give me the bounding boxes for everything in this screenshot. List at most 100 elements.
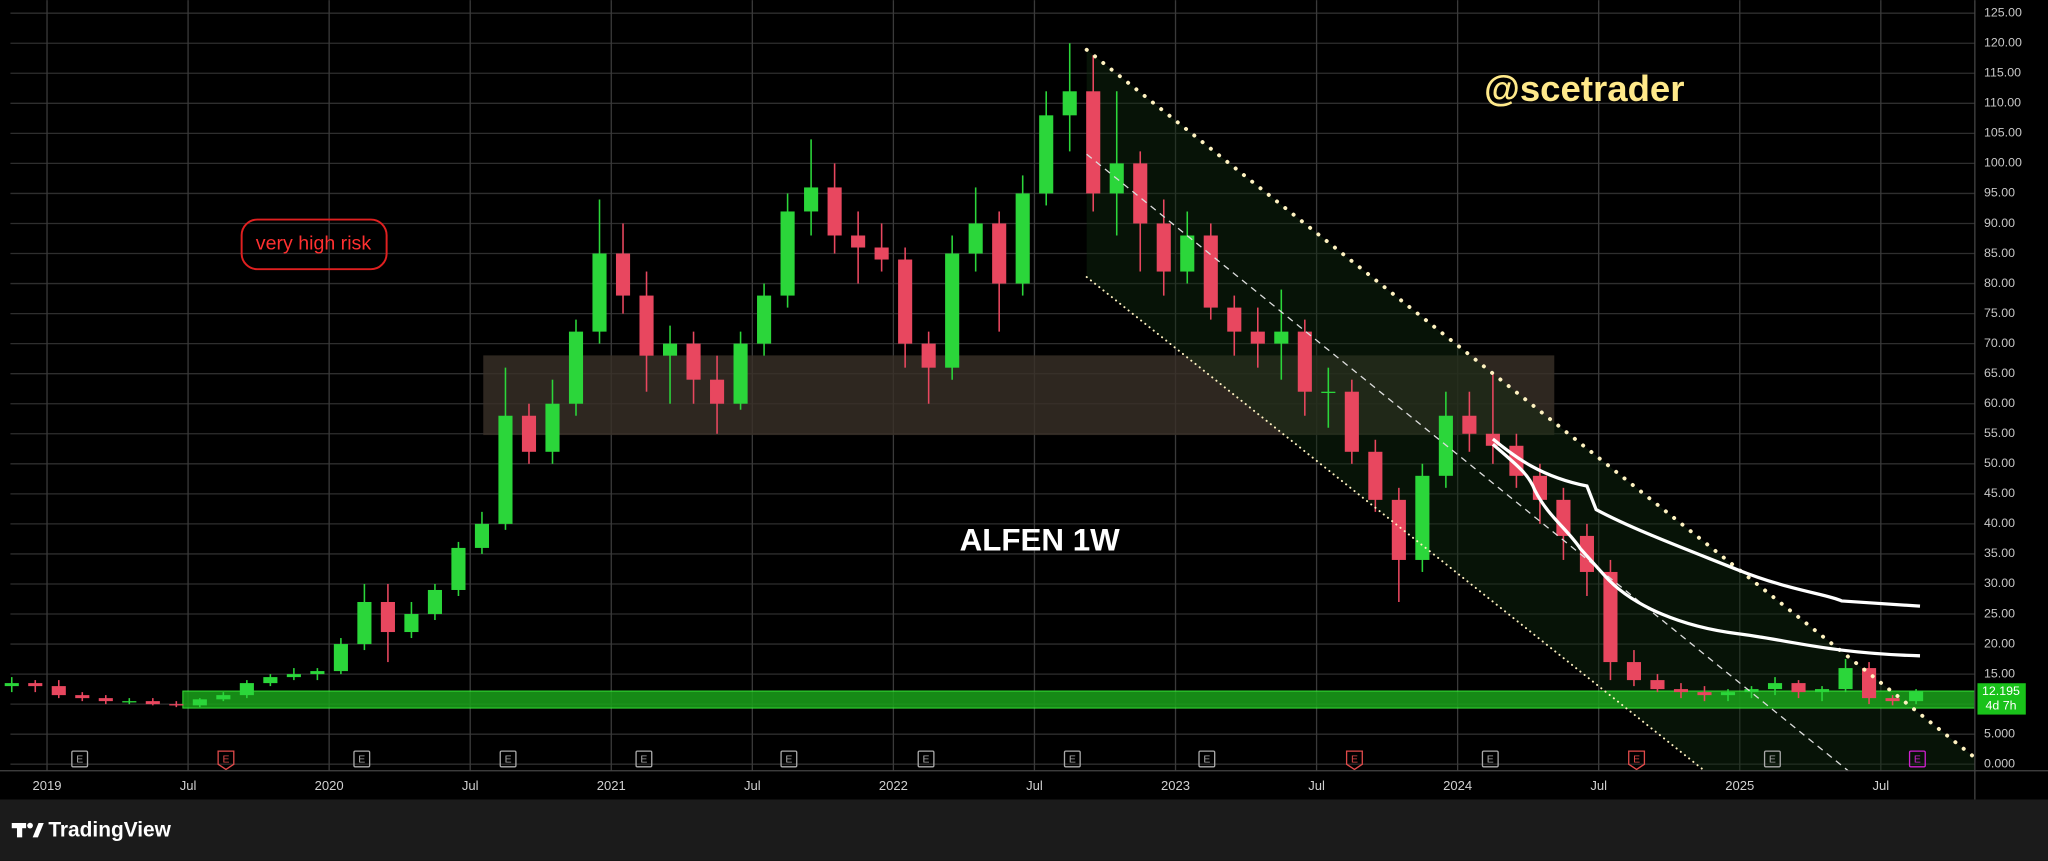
candle-body [357, 601, 372, 645]
y-tick-label: 30.00 [1984, 576, 2015, 590]
event-label: E [1769, 754, 1776, 765]
candles [4, 43, 1924, 708]
candle-body [1603, 571, 1618, 663]
candle-body [1039, 115, 1054, 194]
y-tick-label: 50.00 [1984, 456, 2015, 470]
candle-body [1791, 683, 1806, 693]
vwap-upper [1491, 437, 1921, 608]
candle-body [1297, 331, 1312, 392]
candle-body [780, 211, 795, 296]
event-icon [917, 750, 935, 768]
y-tick-label: 35.00 [1984, 546, 2015, 560]
annotation: very high risk [256, 233, 372, 255]
footer [0, 799, 2048, 861]
candle-body [1156, 223, 1171, 272]
candle-body [263, 677, 278, 684]
x-tick-label: Jul [462, 778, 479, 793]
y-tick-label: 15.00 [1984, 666, 2015, 680]
candle-body [1180, 235, 1195, 272]
candle-body [992, 223, 1007, 284]
candle-body [1133, 163, 1148, 224]
channel-fill [1086, 49, 1975, 771]
trend-line-upper [1084, 47, 1977, 760]
x-tick-label: Jul [1026, 778, 1043, 793]
y-tick-label: 25.00 [1984, 606, 2015, 620]
chart-title: ALFEN 1W [960, 522, 1121, 557]
candle-body [1626, 662, 1642, 681]
candle-body [333, 644, 348, 672]
event-label: E [785, 754, 792, 765]
event-label: E [1203, 754, 1210, 765]
candle-body [1885, 698, 1900, 702]
candle-body [757, 295, 772, 344]
candle-body [1838, 668, 1853, 690]
x-tick-label: Jul [180, 778, 197, 793]
x-tick-label: Jul [1308, 778, 1325, 793]
event-icon [780, 750, 798, 768]
candle-body [1767, 683, 1783, 690]
candle-body [827, 187, 842, 236]
event-icon [71, 750, 89, 768]
countdown: 4d 7h [1985, 698, 2016, 712]
candle-body [545, 403, 560, 452]
last-price-box [1977, 683, 2026, 715]
y-tick-label: 20.00 [1984, 636, 2015, 650]
y-tick-label: 75.00 [1984, 306, 2015, 320]
zone [483, 355, 1555, 436]
x-tick-label: 2023 [1161, 778, 1190, 793]
candle-body [75, 695, 90, 699]
candle-body [1086, 91, 1101, 194]
trend-line-mid [1086, 153, 1849, 772]
y-tick-label: 55.00 [1984, 426, 2015, 440]
candle-body [1321, 391, 1336, 394]
candle-body [1227, 307, 1242, 332]
x-tick-label: 2019 [33, 778, 62, 793]
event-icon [353, 750, 371, 768]
event-label: E [222, 754, 229, 765]
candle-body [404, 614, 419, 633]
event-label: E [640, 754, 647, 765]
candle-body [1015, 193, 1030, 284]
candle-body [568, 331, 584, 404]
y-tick-label: 5.000 [1984, 726, 2015, 740]
candle-body [1368, 451, 1383, 500]
event-label: E [923, 754, 930, 765]
y-tick-label: 105.00 [1984, 126, 2022, 140]
candle-body [1274, 331, 1289, 344]
event-label: E [1487, 754, 1494, 765]
y-tick-label: 125.00 [1984, 5, 2022, 19]
y-tick-label: 115.00 [1984, 66, 2021, 80]
candle-body [804, 187, 819, 212]
candle-body [1673, 689, 1689, 693]
candle-body [1556, 499, 1571, 536]
x-tick-label: 2022 [879, 778, 908, 793]
event-label: E [505, 754, 512, 765]
candle-body [1909, 690, 1924, 702]
trend-line-lower [1085, 276, 1706, 772]
x-tick-label: 2025 [1725, 778, 1754, 793]
candle-body [380, 601, 395, 633]
y-tick-label: 110.00 [1984, 96, 2021, 110]
event-icon [1628, 750, 1646, 771]
candle-body [1650, 680, 1665, 690]
candle-body [686, 343, 701, 380]
x-tick-label: 2020 [315, 778, 344, 793]
candle-body [874, 247, 889, 260]
candle-body [239, 683, 254, 696]
y-tick-label: 65.00 [1984, 366, 2015, 380]
brand[interactable]: TradingView [48, 818, 171, 841]
candle-body [192, 699, 207, 706]
candle-body [310, 671, 325, 675]
y-tick-label: 120.00 [1984, 36, 2022, 50]
candle-body [169, 704, 184, 706]
y-tick-label: 80.00 [1984, 276, 2015, 290]
candle-body [898, 259, 913, 344]
candle-body [615, 253, 631, 296]
candle-body [1462, 415, 1477, 434]
event-icon [1198, 750, 1216, 768]
candle-body [1203, 235, 1218, 308]
candle-body [1862, 668, 1877, 699]
